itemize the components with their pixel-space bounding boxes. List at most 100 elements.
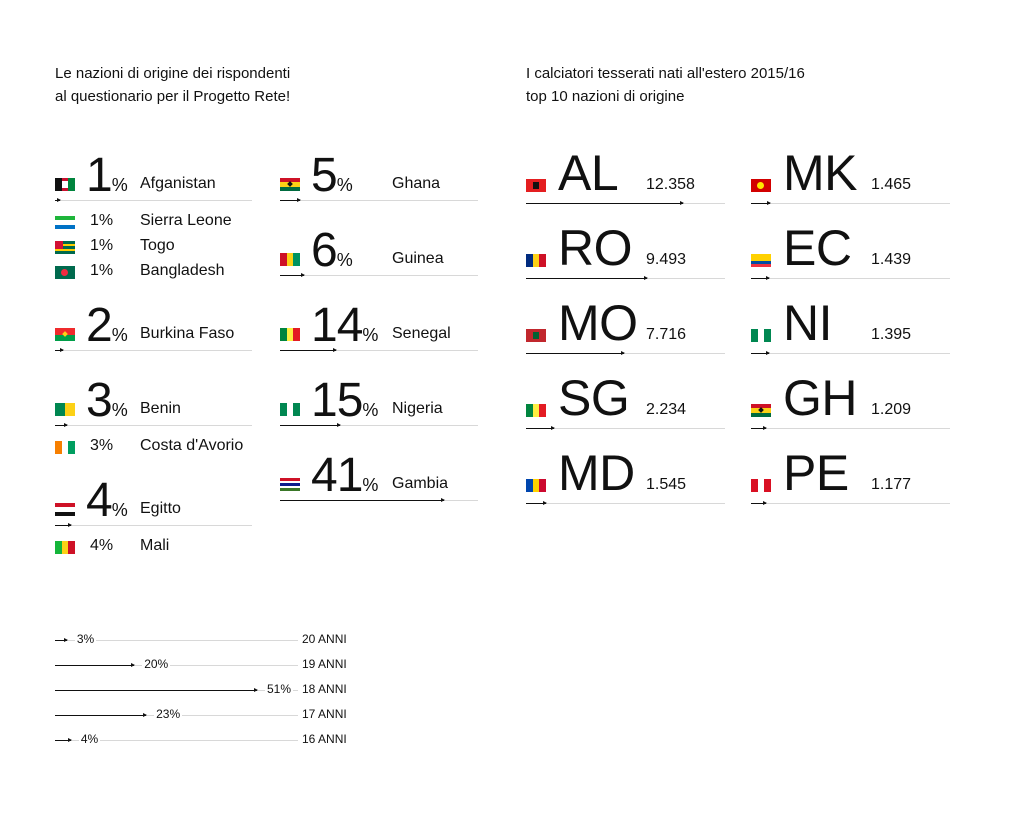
flag-guinea-icon (280, 253, 300, 266)
row-rule (526, 503, 725, 504)
row-rule (751, 428, 950, 429)
age-percent-17-anni: 23% (154, 707, 183, 721)
bar-ghana (280, 198, 301, 202)
flag-ni-icon (751, 329, 771, 342)
flag-togo-icon (55, 241, 75, 254)
bar-egitto (55, 523, 72, 527)
age-bar-19-anni (55, 663, 136, 667)
bar-mo (526, 351, 626, 355)
age-rule (55, 740, 298, 741)
flag-ec-icon (751, 254, 771, 267)
percent-sign: % (336, 175, 353, 195)
right-title-line-1: I calciatori tesserati nati all'estero 2… (526, 65, 805, 82)
player-count-pe: 1.177 (871, 476, 912, 493)
age-rule (55, 640, 298, 641)
row-rule (526, 428, 725, 429)
country-name-egitto: Egitto (140, 500, 181, 517)
big-percent-gambia: 41% (311, 452, 378, 509)
big-value: 1 (86, 149, 113, 202)
left-title-line-2: al questionario per il Progetto Rete! (55, 88, 291, 105)
country-code-pe: PE (783, 445, 849, 501)
age-bar-18-anni (55, 688, 258, 692)
country-name-togo: Togo (140, 237, 175, 254)
age-rule (55, 665, 298, 666)
bar-ro (526, 276, 648, 280)
big-percent-egitto: 4% (86, 477, 128, 534)
small-percent-bangladesh: 1% (90, 262, 114, 279)
row-rule (280, 200, 478, 201)
right-title: I calciatori tesserati nati all'estero 2… (526, 62, 805, 108)
bar-pe (751, 501, 767, 505)
age-percent-19-anni: 20% (142, 657, 171, 671)
flag-egitto-icon (55, 503, 75, 516)
country-name-gambia: Gambia (392, 475, 449, 492)
flag-md-icon (526, 479, 546, 492)
bar-burkina-faso (55, 348, 64, 352)
big-percent-benin: 3% (86, 377, 128, 434)
flag-gambia-icon (280, 478, 300, 491)
row-rule (55, 525, 252, 526)
flag-burkina-faso-icon (55, 328, 75, 341)
country-code-mo: MO (558, 295, 638, 351)
player-count-mo: 7.716 (646, 326, 687, 343)
row-rule (751, 353, 950, 354)
bar-nigeria (280, 423, 341, 427)
age-bar-20-anni (55, 638, 68, 642)
percent-sign: % (362, 325, 379, 345)
percent-sign: % (336, 250, 353, 270)
row-rule (280, 425, 478, 426)
big-percent-nigeria: 15% (311, 377, 378, 434)
big-value: 3 (86, 374, 113, 427)
percent-sign: % (362, 400, 379, 420)
country-code-md: MD (558, 445, 635, 501)
country-code-mk: MK (783, 145, 858, 201)
bar-guinea (280, 273, 305, 277)
player-count-sg: 2.234 (646, 401, 687, 418)
country-name-costa-d-avorio: Costa d'Avorio (140, 437, 244, 454)
flag-sg-icon (526, 404, 546, 417)
flag-afganistan-icon (55, 178, 75, 191)
small-percent-costa-d-avorio: 3% (90, 437, 114, 454)
country-name-afganistan: Afganistan (140, 175, 216, 192)
bar-ni (751, 351, 770, 355)
flag-benin-icon (55, 403, 75, 416)
row-rule (55, 350, 252, 351)
country-name-sierra-leone: Sierra Leone (140, 212, 232, 229)
country-code-al: AL (558, 145, 619, 201)
flag-ghana-icon (280, 178, 300, 191)
row-rule (280, 350, 478, 351)
country-code-ec: EC (783, 220, 852, 276)
small-percent-sierra-leone: 1% (90, 212, 114, 229)
flag-mali-icon (55, 541, 75, 554)
player-count-gh: 1.209 (871, 401, 912, 418)
age-label-19-anni: 19 ANNI (302, 657, 347, 671)
flag-mk-icon (751, 179, 771, 192)
percent-sign: % (362, 475, 379, 495)
age-bar-17-anni (55, 713, 148, 717)
flag-mo-icon (526, 329, 546, 342)
bar-afganistan (55, 198, 61, 202)
country-name-senegal: Senegal (392, 325, 451, 342)
big-value: 15 (311, 374, 363, 427)
player-count-ni: 1.395 (871, 326, 912, 343)
big-value: 14 (311, 299, 363, 352)
age-percent-16-anni: 4% (78, 732, 101, 746)
bar-mk (751, 201, 771, 205)
bar-benin (55, 423, 68, 427)
row-rule (55, 425, 252, 426)
bar-gambia (280, 498, 445, 502)
big-percent-afganistan: 1% (86, 152, 128, 209)
big-value: 2 (86, 299, 113, 352)
player-count-al: 12.358 (646, 176, 695, 193)
country-code-gh: GH (783, 370, 858, 426)
flag-al-icon (526, 179, 546, 192)
percent-sign: % (111, 175, 128, 195)
big-value: 4 (86, 474, 113, 527)
flag-pe-icon (751, 479, 771, 492)
small-percent-togo: 1% (90, 237, 114, 254)
age-label-20-anni: 20 ANNI (302, 632, 347, 646)
flag-senegal-icon (280, 328, 300, 341)
row-rule (751, 203, 950, 204)
player-count-mk: 1.465 (871, 176, 912, 193)
big-percent-ghana: 5% (311, 152, 353, 209)
